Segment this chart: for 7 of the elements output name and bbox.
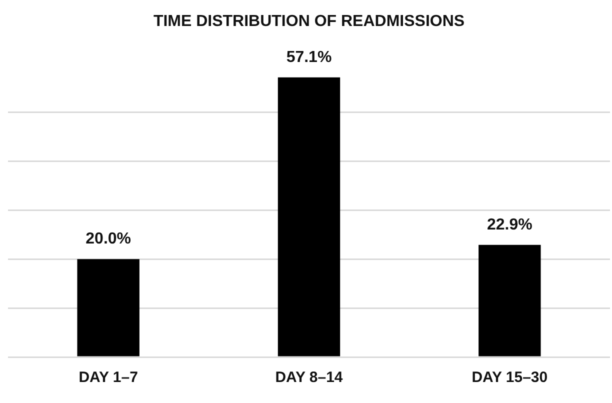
x-tick-label: DAY 15–30 — [472, 369, 548, 386]
data-label: 20.0% — [86, 230, 132, 248]
data-label: 57.1% — [286, 48, 332, 66]
x-tick-label: DAY 1–7 — [78, 369, 138, 386]
x-tick-label: DAY 8–14 — [275, 369, 344, 386]
chart-title: TIME DISTRIBUTION OF READMISSIONS — [153, 13, 465, 30]
data-label: 22.9% — [486, 216, 532, 234]
